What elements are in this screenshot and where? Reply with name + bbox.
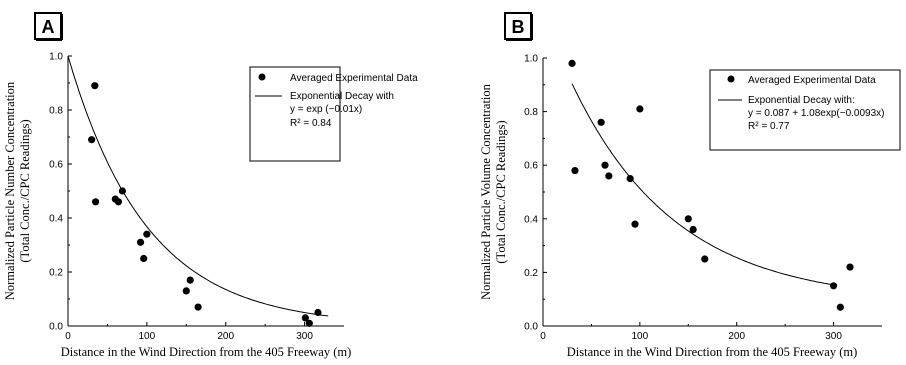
panel-b-x-tick-label: 100 <box>632 331 649 342</box>
panel-b-data-point <box>631 220 639 228</box>
panel-a-data-point <box>305 319 313 327</box>
panel-b-legend-points-label: Averaged Experimental Data <box>748 75 876 86</box>
panel-a: A 0.0 0.2 0.4 0.6 0.8 1.0 0 100 200 300 Distance… <box>3 12 418 359</box>
panel-b-y-tick-label: 0.4 <box>524 214 538 225</box>
panel-a-x-tick-label: 0 <box>65 331 71 342</box>
panel-b-y-tick-label: 0.8 <box>524 107 538 118</box>
panel-b-y-tick-label: 0.2 <box>524 268 538 279</box>
panel-b-data-point <box>846 263 854 271</box>
panel-b-data-point <box>689 225 697 234</box>
panel-a-data-point <box>143 230 151 238</box>
panel-b-legend-marker <box>727 75 735 83</box>
panel-b-data-point <box>601 161 609 169</box>
panel-b-x-ticks: 0 100 200 300 <box>540 322 842 342</box>
panel-b-legend-fit-line3: R² = 0.77 <box>748 121 790 132</box>
panel-a-x-tick-label: 200 <box>217 331 234 342</box>
panel-b-y-ticks: 0.0 0.2 0.4 0.6 0.8 1.0 <box>524 54 547 333</box>
panel-a-data-point <box>314 308 322 317</box>
panel-b-x-tick-label: 200 <box>728 331 745 342</box>
panel-b-x-axis-title: Distance in the Wind Direction from the … <box>567 345 858 359</box>
panel-a-legend-fit-line1: Exponential Decay with <box>290 91 394 102</box>
panel-a-data-point <box>140 254 148 263</box>
panel-a-x-tick-label: 100 <box>139 331 156 342</box>
panel-b-y-tick-label: 0.6 <box>524 161 538 172</box>
panel-a-data-point <box>136 238 145 246</box>
panel-a-points <box>88 82 322 327</box>
panel-a-legend-marker <box>258 73 266 81</box>
panel-a-legend-points-label: Averaged Experimental Data <box>290 73 418 84</box>
panel-a-data-point <box>301 314 309 322</box>
panel-a-y-ticks: 0.0 0.2 0.4 0.6 0.8 1.0 <box>49 52 72 333</box>
panel-a-data-point <box>194 303 202 311</box>
panel-b-data-point <box>829 282 838 290</box>
panel-a-legend-box <box>249 66 341 162</box>
panel-b-label: B <box>512 17 525 37</box>
panel-a-y-tick-label: 1.0 <box>49 52 63 63</box>
panel-b-x-tick-label: 300 <box>825 331 842 342</box>
panel-a-y-tick-label: 0.8 <box>49 106 63 117</box>
panel-a-legend: Averaged Experimental Data Exponential D… <box>249 66 418 162</box>
panel-b-y-axis-title-line2: (Total Conc./CPC Readings) <box>494 120 508 263</box>
panel-b-legend-fit-line2: y = 0.087 + 1.08exp(−0.0093x) <box>748 108 885 119</box>
panel-a-y-tick-label: 0.4 <box>49 214 63 225</box>
panel-b-legend: Averaged Experimental Data Exponential D… <box>709 69 901 151</box>
panel-a-y-axis-title-line2: (Total Conc./CPC Readings) <box>18 119 32 262</box>
panel-a-data-point <box>114 198 123 206</box>
panel-b-data-point <box>636 105 644 113</box>
panel-a-data-point <box>92 198 100 206</box>
panel-b-data-point <box>597 118 605 126</box>
panel-b-data-point <box>836 303 844 311</box>
panel-b-data-point <box>605 172 613 180</box>
panel-b-data-point <box>626 175 634 183</box>
panel-b-points <box>568 59 854 311</box>
panel-b-fit-curve <box>571 83 834 286</box>
panel-b-data-point <box>568 59 576 67</box>
panel-b-x-tick-label: 0 <box>540 331 546 342</box>
panel-a-y-axis-title-line1: Normalized Particle Number Concentration <box>3 81 17 300</box>
panel-b-y-tick-label: 0.0 <box>524 322 538 333</box>
panel-a-data-point <box>118 187 127 195</box>
panel-b-legend-box <box>709 69 901 151</box>
panel-a-x-tick-label: 300 <box>296 331 313 342</box>
panel-b: B 0.0 0.2 0.4 0.6 0.8 1.0 0 100 200 300 Distance… <box>479 12 901 359</box>
panel-a-fit-curve <box>67 55 329 317</box>
panel-a-data-point <box>91 82 99 90</box>
panel-b-data-point <box>571 166 579 175</box>
panel-b-data-point <box>701 255 709 263</box>
panel-a-y-tick-label: 0.0 <box>49 322 63 333</box>
panel-a-x-axis-title: Distance in the Wind Direction from the … <box>61 345 352 359</box>
panel-b-data-point <box>684 215 692 223</box>
panel-a-data-point <box>186 276 194 284</box>
panel-a-data-point <box>88 136 96 144</box>
panel-a-y-tick-label: 0.6 <box>49 160 63 171</box>
panel-a-data-point <box>182 287 190 295</box>
panel-a-y-tick-label: 0.2 <box>49 268 63 279</box>
panel-a-legend-fit-line3: R² = 0.84 <box>290 118 332 129</box>
panel-a-label: A <box>42 17 55 37</box>
panel-b-legend-fit-line1: Exponential Decay with: <box>748 95 855 106</box>
panel-a-x-ticks: 0 100 200 300 <box>65 322 313 342</box>
panel-b-y-axis-title-line1: Normalized Particle Volume Concentration <box>479 83 493 300</box>
panel-b-y-tick-label: 1.0 <box>524 54 538 65</box>
panel-a-legend-fit-line2: y = exp (−0.01x) <box>290 104 362 115</box>
